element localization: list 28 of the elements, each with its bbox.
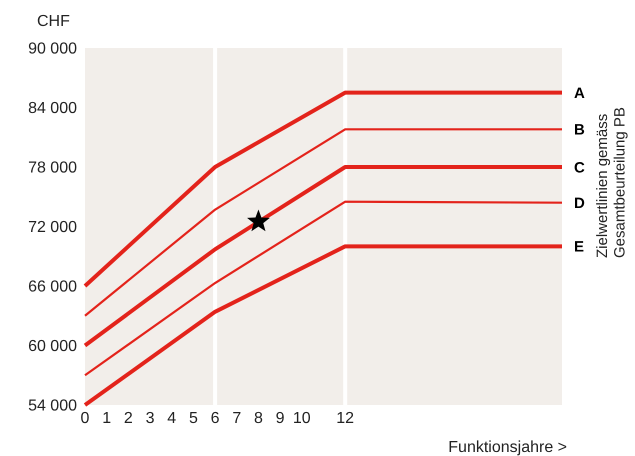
y-tick-label: 90 000 <box>28 40 78 58</box>
series-label: C <box>574 159 585 176</box>
x-tick-label: 0 <box>80 410 90 427</box>
x-tick-label: 7 <box>232 410 242 427</box>
x-tick-label: 1 <box>102 410 112 427</box>
line-series <box>84 200 564 376</box>
x-tick-label: 6 <box>210 410 220 427</box>
x-tick-label: 8 <box>254 410 263 427</box>
series-label: A <box>574 84 585 102</box>
y-tick-label: 66 000 <box>28 278 78 296</box>
series-label: D <box>574 194 585 212</box>
x-tick-label: 10 <box>292 410 311 427</box>
text: Zielwertlinien gemäss Gesamtbeurteilung PB <box>594 107 628 258</box>
x-tick-label: 4 <box>167 410 176 427</box>
x-tick-label: 2 <box>124 410 133 427</box>
x-tick-label: 3 <box>146 410 155 427</box>
y-tick-label: 84 000 <box>28 100 78 118</box>
y-tick-label: 60 000 <box>28 338 78 356</box>
x-tick-label: 9 <box>276 410 285 427</box>
series-label: E <box>574 238 584 256</box>
x-tick-label: 5 <box>188 410 198 427</box>
x-tick-label: 12 <box>336 410 354 427</box>
y-tick-label: 72 000 <box>28 219 78 236</box>
y-tick-label: 78 000 <box>28 160 78 177</box>
x-axis-title: Funktionsjahre > <box>448 439 567 456</box>
y-axis-title: CHF <box>37 13 70 30</box>
series-label: B <box>574 122 585 139</box>
y-tick-label: 54 000 <box>28 398 78 415</box>
